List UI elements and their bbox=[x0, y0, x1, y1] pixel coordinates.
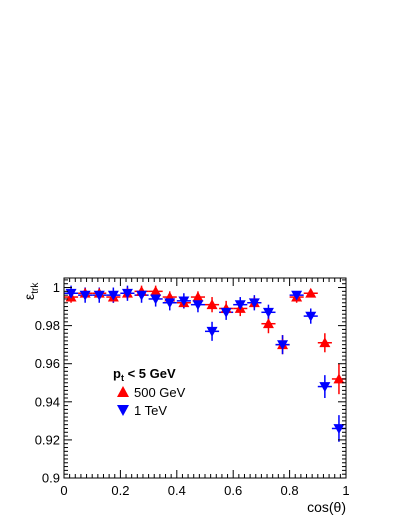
point-1tev bbox=[107, 290, 119, 301]
point-1tev bbox=[319, 382, 331, 393]
legend-header-sub: t bbox=[121, 373, 124, 383]
point-500gev bbox=[305, 287, 317, 298]
point-1tev bbox=[234, 300, 246, 311]
legend-marker-500gev bbox=[117, 386, 129, 397]
legend-header-main: p bbox=[113, 366, 121, 381]
point-500gev bbox=[150, 285, 162, 296]
point-1tev bbox=[220, 307, 232, 318]
point-500gev bbox=[192, 291, 204, 302]
point-500gev bbox=[206, 299, 218, 310]
y-axis-label: εtrk bbox=[21, 282, 41, 300]
point-1tev bbox=[65, 288, 77, 299]
y-tick-label: 0.98 bbox=[35, 318, 60, 333]
y-axis-label-sub: trk bbox=[30, 282, 41, 294]
point-1tev bbox=[277, 340, 289, 351]
point-1tev bbox=[206, 326, 218, 337]
point-1tev bbox=[136, 290, 148, 301]
x-axis-label: cos(θ) bbox=[307, 499, 346, 515]
legend-label-500gev: 500 GeV bbox=[134, 385, 186, 400]
legend: pt < 5 GeV 500 GeV 1 TeV bbox=[113, 366, 186, 418]
x-tick-label: 0.4 bbox=[168, 483, 186, 498]
point-1tev bbox=[262, 307, 274, 318]
legend-marker-1tev bbox=[117, 405, 129, 416]
point-1tev bbox=[93, 290, 105, 301]
point-500gev bbox=[333, 373, 345, 384]
y-axis-label-main: ε bbox=[21, 294, 37, 300]
y-tick-label: 0.92 bbox=[35, 432, 60, 447]
y-tick-label: 0.9 bbox=[42, 471, 60, 486]
point-1tev bbox=[178, 296, 190, 307]
legend-label-1tev: 1 TeV bbox=[134, 403, 167, 418]
point-1tev bbox=[333, 424, 345, 434]
tick-labels: 0 0.2 0.4 0.6 0.8 1 0.9 0.92 0.94 0.96 0.98 1 bbox=[35, 280, 350, 498]
y-tick-label: 0.96 bbox=[35, 356, 60, 371]
x-tick-label: 0.6 bbox=[224, 483, 242, 498]
point-1tev bbox=[305, 311, 317, 322]
point-500gev bbox=[262, 318, 274, 329]
axis-ticks bbox=[63, 278, 347, 479]
y-tick-label: 1 bbox=[53, 280, 60, 295]
y-tick-label: 0.94 bbox=[35, 394, 60, 409]
point-1tev bbox=[79, 290, 91, 301]
x-tick-label: 0.2 bbox=[111, 483, 129, 498]
legend-header-rest: < 5 GeV bbox=[124, 366, 176, 381]
x-tick-label: 1 bbox=[342, 483, 349, 498]
point-1tev bbox=[291, 290, 303, 301]
point-500gev bbox=[319, 337, 331, 348]
data-markers bbox=[65, 285, 345, 434]
point-1tev bbox=[150, 294, 162, 305]
point-1tev bbox=[248, 298, 260, 309]
legend-header: pt < 5 GeV bbox=[113, 366, 176, 383]
point-1tev bbox=[121, 288, 133, 299]
point-1tev bbox=[192, 300, 204, 311]
x-tick-label: 0 bbox=[60, 483, 67, 498]
x-tick-label: 0.8 bbox=[281, 483, 299, 498]
point-1tev bbox=[164, 298, 176, 309]
